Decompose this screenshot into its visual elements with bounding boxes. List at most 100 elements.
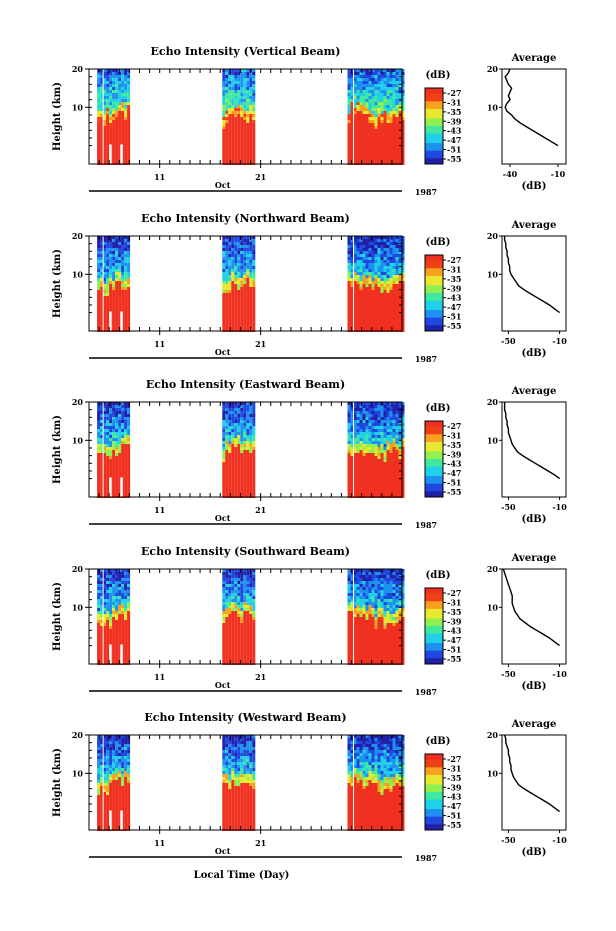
heatmap-cell bbox=[365, 323, 369, 326]
heatmap-cell bbox=[118, 641, 122, 644]
heatmap-cell bbox=[353, 465, 357, 468]
heatmap-cell bbox=[127, 117, 131, 120]
heatmap-cell bbox=[103, 483, 107, 486]
heatmap-cell bbox=[246, 284, 250, 287]
heatmap-cell bbox=[377, 254, 381, 257]
heatmap-cell bbox=[374, 93, 378, 96]
heatmap-cell bbox=[398, 114, 402, 117]
heatmap-cell bbox=[118, 474, 122, 477]
heatmap-cell bbox=[353, 111, 357, 114]
heatmap-cell bbox=[240, 123, 244, 126]
plot-frame bbox=[88, 401, 403, 498]
heatmap-cell bbox=[118, 84, 122, 87]
heatmap-cell bbox=[377, 266, 381, 269]
heatmap-cell bbox=[246, 450, 250, 453]
heatmap-cell bbox=[127, 408, 131, 411]
heatmap-cell bbox=[112, 81, 116, 84]
heatmap-cell bbox=[118, 599, 122, 602]
heatmap-cell bbox=[115, 614, 119, 617]
heatmap-cell bbox=[109, 432, 113, 435]
heatmap-cell bbox=[234, 659, 238, 662]
heatmap-cell bbox=[124, 581, 128, 584]
heatmap-cell bbox=[350, 90, 354, 93]
heatmap-cell bbox=[231, 438, 235, 441]
heatmap-cell bbox=[231, 153, 235, 156]
heatmap-cell bbox=[100, 435, 104, 438]
heatmap-cell bbox=[97, 405, 101, 408]
colorbar-segment bbox=[425, 323, 443, 326]
heatmap-cell bbox=[383, 284, 387, 287]
heatmap-cell bbox=[392, 153, 396, 156]
heatmap-cell bbox=[252, 435, 256, 438]
heatmap-cell bbox=[356, 266, 360, 269]
heatmap-cell bbox=[109, 587, 113, 590]
heatmap-cell bbox=[401, 278, 405, 281]
heatmap-cell bbox=[127, 414, 131, 417]
heatmap-cell bbox=[243, 302, 247, 305]
heatmap-cell bbox=[359, 278, 363, 281]
heatmap-cell bbox=[127, 617, 131, 620]
heatmap-cell bbox=[347, 272, 351, 275]
heatmap-cell bbox=[356, 447, 360, 450]
heatmap-cell bbox=[228, 105, 232, 108]
heatmap-cell bbox=[234, 587, 238, 590]
heatmap-cell bbox=[231, 81, 235, 84]
heatmap-cell bbox=[350, 444, 354, 447]
heatmap-cell bbox=[395, 305, 399, 308]
heatmap-cell bbox=[100, 575, 104, 578]
heatmap-cell bbox=[106, 608, 110, 611]
heatmap-cell bbox=[97, 420, 101, 423]
heatmap-cell bbox=[386, 69, 390, 72]
heatmap-cell bbox=[392, 426, 396, 429]
heatmap-cell bbox=[240, 320, 244, 323]
heatmap-cell bbox=[365, 405, 369, 408]
heatmap-cell bbox=[365, 444, 369, 447]
heatmap-cell bbox=[97, 584, 101, 587]
heatmap-cell bbox=[249, 99, 253, 102]
heatmap-cell bbox=[353, 438, 357, 441]
heatmap-cell bbox=[365, 239, 369, 242]
heatmap-cell bbox=[377, 245, 381, 248]
heatmap-cell bbox=[395, 78, 399, 81]
heatmap-cell bbox=[371, 290, 375, 293]
heatmap-cell bbox=[362, 150, 366, 153]
heatmap-cell bbox=[109, 290, 113, 293]
heatmap-cell bbox=[359, 299, 363, 302]
heatmap-cell bbox=[249, 417, 253, 420]
heatmap-cell bbox=[240, 147, 244, 150]
heatmap-cell bbox=[115, 129, 119, 132]
heatmap-cell bbox=[115, 489, 119, 492]
heatmap-cell bbox=[97, 480, 101, 483]
heatmap-cell bbox=[243, 281, 247, 284]
heatmap-cell bbox=[374, 305, 378, 308]
heatmap-cell bbox=[109, 299, 113, 302]
heatmap-cell bbox=[252, 468, 256, 471]
heatmap-cell bbox=[222, 635, 226, 638]
heatmap-cell bbox=[395, 281, 399, 284]
heatmap-cell bbox=[359, 447, 363, 450]
heatmap-cell bbox=[383, 72, 387, 75]
heatmap-cell bbox=[386, 239, 390, 242]
heatmap-cell bbox=[374, 269, 378, 272]
heatmap-cell bbox=[115, 69, 119, 72]
y-tick-label: 10 bbox=[72, 102, 84, 112]
heatmap-cell bbox=[231, 483, 235, 486]
heatmap-cell bbox=[350, 245, 354, 248]
heatmap-cell bbox=[350, 456, 354, 459]
heatmap-cell bbox=[127, 129, 131, 132]
heatmap-cell bbox=[246, 317, 250, 320]
heatmap-cell bbox=[228, 459, 232, 462]
heatmap-cell bbox=[124, 441, 128, 444]
heatmap-cell bbox=[115, 632, 119, 635]
heatmap-cell bbox=[115, 477, 119, 480]
heatmap-cell bbox=[395, 275, 399, 278]
heatmap-cell bbox=[228, 90, 232, 93]
heatmap-cell bbox=[374, 489, 378, 492]
heatmap-cell bbox=[231, 626, 235, 629]
heatmap-cell bbox=[231, 647, 235, 650]
heatmap-cell bbox=[401, 96, 405, 99]
heatmap-cell bbox=[368, 251, 372, 254]
heatmap-cell bbox=[365, 129, 369, 132]
heatmap-cell bbox=[243, 144, 247, 147]
x-tick-label: 21 bbox=[255, 172, 266, 182]
